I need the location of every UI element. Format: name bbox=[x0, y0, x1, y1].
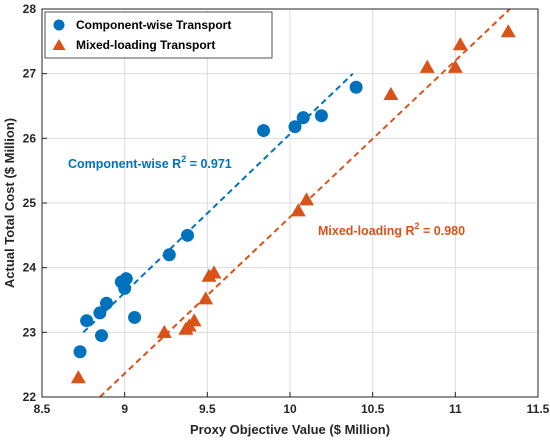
x-axis-label: Proxy Objective Value ($ Million) bbox=[190, 422, 390, 437]
x-tick-label: 11.5 bbox=[527, 402, 550, 416]
legend-box bbox=[44, 11, 273, 59]
point-component-wise bbox=[180, 228, 194, 242]
point-mixed-loading bbox=[452, 37, 468, 51]
point-component-wise bbox=[73, 345, 87, 359]
point-component-wise bbox=[296, 111, 310, 125]
point-component-wise bbox=[80, 314, 94, 328]
point-component-wise bbox=[288, 120, 302, 134]
point-mixed-loading bbox=[198, 291, 214, 305]
y-axis-ticks: 22 23 24 25 26 27 28 bbox=[23, 2, 47, 404]
point-component-wise bbox=[314, 109, 328, 123]
y-tick-label: 26 bbox=[23, 131, 37, 145]
point-mixed-loading bbox=[156, 324, 172, 338]
x-tick-label: 9.5 bbox=[199, 402, 216, 416]
annotation-mixed-loading-r2: Mixed-loading R2 = 0.980 bbox=[318, 221, 465, 238]
y-tick-label: 24 bbox=[23, 261, 37, 275]
x-tick-label: 8.5 bbox=[34, 402, 51, 416]
y-tick-label: 25 bbox=[23, 196, 37, 210]
point-mixed-loading bbox=[290, 203, 306, 217]
point-component-wise bbox=[128, 310, 142, 324]
point-mixed-loading bbox=[206, 265, 222, 279]
point-mixed-loading bbox=[500, 24, 516, 38]
x-axis-ticks: 8.5 9 9.5 10 10.5 11 11.5 bbox=[34, 392, 550, 416]
point-component-wise bbox=[99, 296, 113, 310]
point-component-wise bbox=[93, 306, 107, 320]
point-mixed-loading bbox=[186, 313, 202, 327]
annotation-component-wise-r2: Component-wise R2 = 0.971 bbox=[68, 154, 232, 171]
point-mixed-loading bbox=[299, 192, 315, 206]
point-component-wise bbox=[349, 80, 363, 94]
point-mixed-loading bbox=[70, 370, 86, 384]
y-tick-label: 28 bbox=[23, 2, 37, 16]
x-tick-label: 10.5 bbox=[361, 402, 385, 416]
x-tick-label: 11 bbox=[449, 402, 462, 416]
point-component-wise bbox=[95, 329, 109, 343]
point-mixed-loading bbox=[447, 59, 463, 73]
x-tick-label: 10 bbox=[283, 402, 297, 416]
legend-marker-mixed-loading bbox=[52, 39, 66, 50]
point-mixed-loading bbox=[419, 59, 435, 73]
y-axis-label: Actual Total Cost ($ Million) bbox=[2, 118, 17, 288]
x-tick-label: 9 bbox=[121, 402, 128, 416]
legend-marker-component-wise bbox=[53, 19, 65, 31]
y-tick-label: 23 bbox=[23, 325, 37, 339]
legend-entry-component-wise: Component-wise Transport bbox=[76, 18, 231, 32]
y-tick-label: 27 bbox=[23, 67, 37, 81]
point-mixed-loading bbox=[383, 86, 399, 100]
point-component-wise bbox=[119, 272, 133, 286]
data-points bbox=[70, 24, 516, 384]
point-component-wise bbox=[257, 124, 271, 138]
legend-entry-mixed-loading: Mixed-loading Transport bbox=[76, 38, 215, 52]
y-tick-label: 22 bbox=[23, 390, 37, 404]
point-component-wise bbox=[118, 281, 132, 295]
legend: Component-wise Transport Mixed-loading T… bbox=[44, 11, 273, 59]
point-component-wise bbox=[162, 248, 176, 262]
